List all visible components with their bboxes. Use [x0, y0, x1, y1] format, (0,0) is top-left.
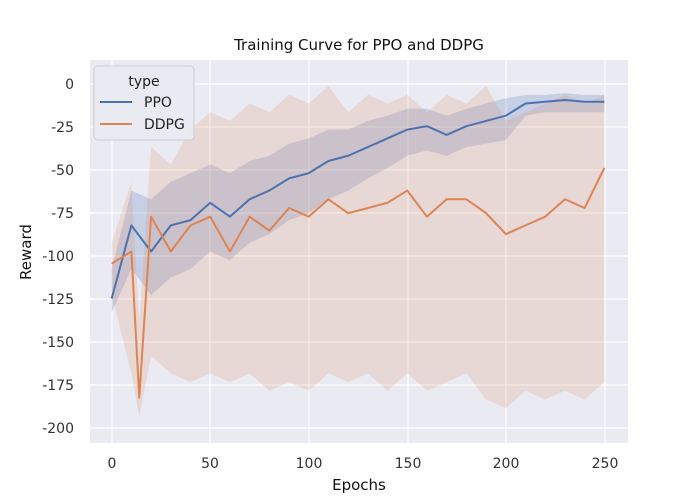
x-tick-label: 150 [395, 456, 422, 472]
y-tick-label: -50 [51, 163, 74, 179]
y-tick-label: -100 [42, 249, 74, 265]
y-tick-label: 0 [65, 77, 74, 93]
legend-box [93, 65, 195, 141]
series-lines [110, 99, 606, 399]
legend-title: type [128, 74, 159, 90]
legend: type PPO DDPG [93, 65, 195, 141]
x-tick-label: 100 [296, 456, 323, 472]
y-tick-label: -175 [42, 378, 74, 394]
y-tick-label: -200 [42, 421, 74, 437]
ppo-series-line [110, 99, 605, 299]
chart-title: Training Curve for PPO and DDPG [233, 36, 484, 54]
x-tick-label: 0 [108, 456, 117, 472]
y-tick-label: -125 [42, 292, 74, 308]
x-tick-label: 200 [493, 456, 520, 472]
x-tick-label: 250 [592, 456, 619, 472]
y-tick-label: -75 [51, 206, 74, 222]
ddpg-series-line [111, 167, 606, 399]
ddpg-confidence-band [111, 86, 605, 417]
y-tick-label: -150 [42, 335, 74, 351]
x-axis-label: Epochs [332, 476, 386, 494]
y-axis: 0 -25 -50 -75 -100 -125 -150 -175 -200 [42, 77, 74, 437]
y-axis-label: Reward [17, 224, 35, 280]
x-axis: 0 50 100 150 200 250 [108, 456, 619, 472]
y-tick-label: -25 [51, 120, 74, 136]
x-tick-label: 50 [201, 456, 219, 472]
legend-label-ddpg: DDPG [144, 117, 185, 133]
legend-label-ppo: PPO [144, 95, 172, 111]
